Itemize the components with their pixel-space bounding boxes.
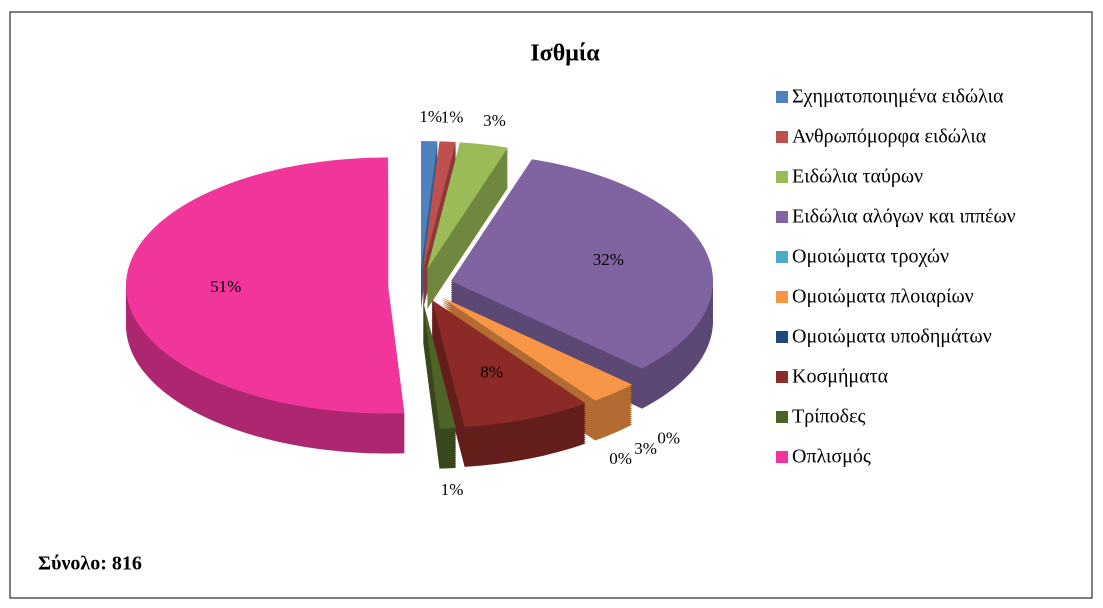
legend-label: Ομοιώματα τροχών: [792, 246, 949, 268]
slice-top: [126, 157, 405, 414]
legend-swatch: [776, 131, 788, 143]
slice-top: [431, 299, 586, 427]
legend-label: Ομοιώματα υποδημάτων: [792, 326, 992, 348]
slice-side: [423, 151, 456, 280]
slice-side: [423, 143, 456, 272]
legend-label: Οπλισμός: [792, 446, 871, 468]
footer: Σύνολο: 816: [38, 553, 142, 575]
data-label: 1%: [441, 480, 464, 499]
slice: [426, 142, 508, 310]
slice-side: [438, 299, 593, 404]
legend-swatch: [776, 91, 788, 103]
slice: [431, 299, 586, 467]
legend-swatch: [776, 291, 788, 303]
slice-side: [423, 149, 456, 278]
data-label: 3%: [634, 439, 657, 458]
legend-swatch: [776, 251, 788, 263]
slice-side: [423, 147, 456, 276]
data-label: 32%: [593, 250, 624, 269]
slice-side: [423, 155, 456, 284]
legend-swatch: [776, 451, 788, 463]
data-label: 8%: [480, 363, 503, 382]
legend-label: Κοσμήματα: [792, 366, 889, 388]
slice-side: [438, 301, 593, 406]
legend-label: Τρίποδες: [792, 406, 865, 428]
slice-top: [438, 297, 593, 402]
data-label: 51%: [210, 277, 241, 296]
legend-label: Ανθρωπόμορφα ειδώλια: [792, 126, 987, 148]
legend-swatch: [776, 331, 788, 343]
slice-side: [438, 303, 593, 408]
slice: [450, 159, 713, 409]
legend-label: Ειδώλια ταύρων: [792, 166, 923, 188]
data-label: 0%: [657, 428, 680, 447]
legend-label: Σχηματοποιημένα ειδώλια: [792, 86, 1004, 108]
slice-top: [441, 297, 633, 401]
data-label: 1%: [419, 107, 442, 126]
legend-label: Ομοιώματα πλοιαρίων: [792, 286, 974, 308]
slice-top: [423, 141, 456, 270]
data-label: 0%: [609, 449, 632, 468]
slice: [126, 157, 405, 454]
slice-side: [423, 153, 456, 282]
slice-side: [423, 145, 456, 274]
chart-title: Ισθμία: [530, 41, 600, 67]
legend-swatch: [776, 171, 788, 183]
slice-top: [421, 141, 438, 270]
slice-top: [426, 142, 508, 270]
legend-swatch: [776, 411, 788, 423]
data-label: 3%: [483, 111, 506, 130]
legend-swatch: [776, 211, 788, 223]
slice: [423, 300, 456, 469]
legend-label: Ειδώλια αλόγων και ιππέων: [792, 206, 1016, 228]
slice-top: [423, 300, 456, 429]
legend-swatch: [776, 371, 788, 383]
data-label: 1%: [441, 108, 464, 127]
slice-top: [450, 159, 713, 369]
